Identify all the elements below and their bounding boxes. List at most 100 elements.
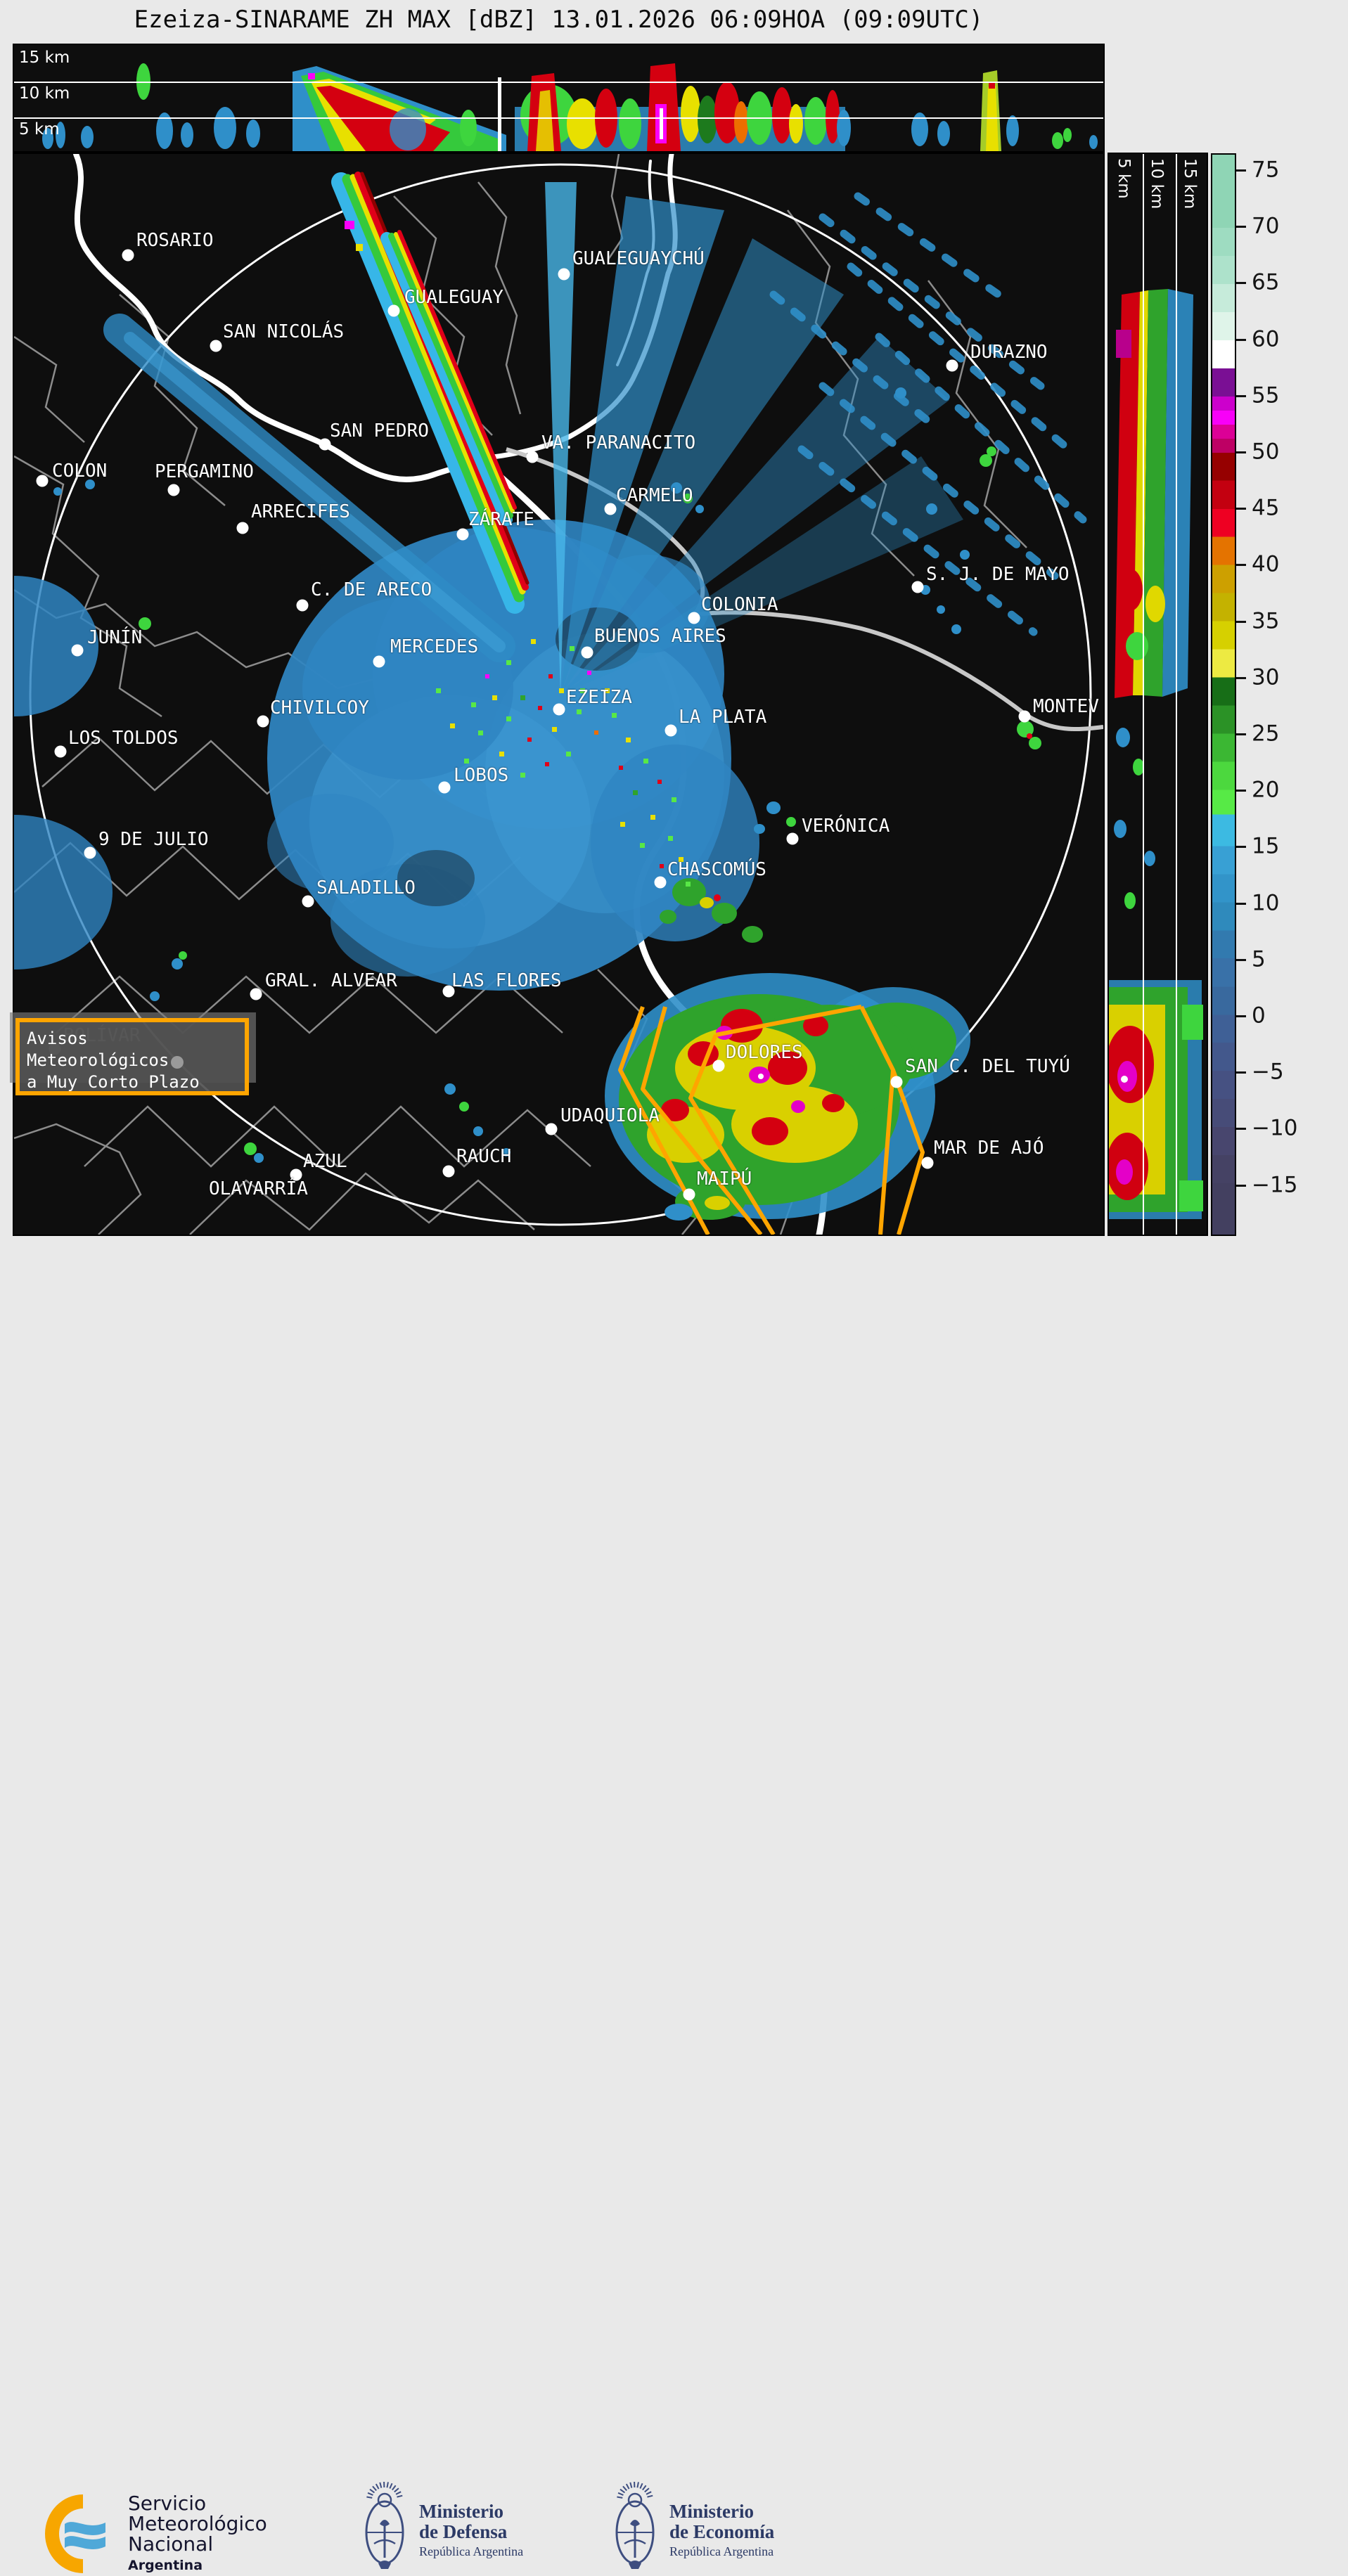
- top-panel-label-15km: 15 km: [19, 50, 70, 66]
- economia-line-2: de Economía: [669, 2522, 774, 2542]
- city-label-gral-alvear: GRAL. ALVEAR: [265, 972, 397, 990]
- city-dot-colonia: [688, 612, 700, 624]
- city-dot-san-c-del-tuy-: [891, 1076, 903, 1088]
- smn-line-3: Nacional: [128, 2534, 267, 2554]
- colorbar-tick: [1236, 903, 1246, 905]
- colorbar-tick-label: 10: [1252, 892, 1279, 914]
- colorbar-tick-label: 50: [1252, 442, 1279, 463]
- city-dot-ver-nica: [787, 833, 799, 845]
- colorbar-tick-label: 55: [1252, 385, 1279, 406]
- city-label-chivilcoy: CHIVILCOY: [270, 699, 369, 717]
- city-dot-lobos: [439, 782, 451, 794]
- economia-sub: República Argentina: [669, 2544, 774, 2559]
- city-dot-va-paranacito: [527, 451, 539, 463]
- colorbar-tick-label: 5: [1252, 948, 1266, 970]
- footer-logos: Servicio Meteorológico Nacional Argentin…: [0, 1236, 1348, 1342]
- colorbar-tick: [1236, 282, 1246, 284]
- colorbar-tick-label: −15: [1252, 1174, 1297, 1196]
- colorbar-tick: [1236, 846, 1246, 848]
- colorbar-tick: [1236, 790, 1246, 792]
- city-dot-los-toldos: [55, 746, 67, 758]
- city-label-jun-n: JUNÍN: [87, 629, 142, 647]
- colorbar-tick: [1236, 508, 1246, 510]
- city-label-san-pedro: SAN PEDRO: [330, 422, 429, 440]
- right-panel-5km-line: [1143, 154, 1144, 1235]
- top-panel-5km-line: [14, 117, 1103, 119]
- city-label-carmelo: CARMELO: [616, 487, 693, 505]
- colorbar-tick: [1236, 226, 1246, 228]
- city-dot-mar-de-aj-: [922, 1157, 934, 1169]
- city-label-arrecifes: ARRECIFES: [251, 503, 350, 521]
- colorbar-tick-label: 0: [1252, 1005, 1266, 1027]
- city-dot-saladillo: [302, 896, 314, 908]
- city-dot-c-de-areco: [297, 600, 309, 612]
- right-cross-section-echoes: [1109, 154, 1207, 1235]
- colorbar-tick: [1236, 1015, 1246, 1017]
- city-dot-chivilcoy: [257, 716, 269, 728]
- defensa-coat-of-arms-icon: [353, 2482, 416, 2573]
- city-label-chascom-s: CHASCOMÚS: [667, 861, 766, 879]
- city-dot-montev: [1019, 711, 1031, 723]
- city-label-gualeguaych-: GUALEGUAYCHÚ: [572, 250, 705, 268]
- city-dot-gualeguay: [388, 305, 400, 317]
- colorbar-tick-label: −5: [1252, 1062, 1284, 1083]
- city-label-azul: AZUL: [303, 1152, 347, 1171]
- defensa-line-2: de Defensa: [419, 2522, 523, 2542]
- colorbar-tick-label: 70: [1252, 216, 1279, 238]
- colorbar-tick: [1236, 1185, 1246, 1187]
- colorbar-tick-label: 30: [1252, 666, 1279, 688]
- colorbar-tick: [1236, 959, 1246, 961]
- city-label-los-toldos: LOS TOLDOS: [68, 729, 179, 747]
- colorbar-tick-label: 35: [1252, 610, 1279, 632]
- city-dot-colon: [37, 475, 49, 487]
- page-title: Ezeiza-SINARAME ZH MAX [dBZ] 13.01.2026 …: [13, 6, 1105, 34]
- city-dot-9-de-julio: [84, 847, 96, 859]
- colorbar-tick: [1236, 1071, 1246, 1074]
- colorbar-tick-label: −10: [1252, 1118, 1297, 1140]
- short-term-warnings-box[interactable]: Avisos Meteorológicos a Muy Corto Plazo: [15, 1018, 249, 1095]
- city-dot-rosario: [122, 250, 134, 262]
- right-cross-section-panel: 5 km 10 km 15 km: [1108, 153, 1208, 1236]
- colorbar-tick-label: 15: [1252, 836, 1279, 858]
- city-dot-arrecifes: [237, 522, 249, 534]
- smn-line-2: Meteorológico: [128, 2513, 267, 2534]
- colorbar-tick-label: 60: [1252, 328, 1279, 350]
- colorbar-tick: [1236, 621, 1246, 623]
- right-panel-label-10km: 10 km: [1148, 158, 1164, 209]
- city-dot-dolores: [713, 1060, 725, 1072]
- city-dot-chascom-s: [655, 877, 667, 889]
- colorbar-tick: [1236, 1128, 1246, 1130]
- colorbar-tick-label: 25: [1252, 723, 1279, 745]
- top-panel-10km-line: [14, 82, 1103, 83]
- defensa-sub: República Argentina: [419, 2544, 523, 2559]
- city-label-ezeiza: EZEIZA: [566, 688, 632, 707]
- city-label-buenos-aires: BUENOS AIRES: [594, 627, 726, 645]
- colorbar-tick: [1236, 733, 1246, 735]
- city-label-9-de-julio: 9 DE JULIO: [98, 830, 209, 849]
- right-panel-label-5km: 5 km: [1115, 158, 1131, 199]
- city-label-olavarr-a: OLAVARRÍA: [209, 1180, 308, 1198]
- defensa-text: Ministerio de Defensa República Argentin…: [419, 2501, 523, 2559]
- right-panel-label-15km: 15 km: [1181, 158, 1198, 209]
- city-dot-carmelo: [605, 503, 617, 515]
- city-label-va-paranacito: VA. PARANACITO: [541, 434, 695, 452]
- city-label-lobos: LOBOS: [454, 766, 508, 785]
- colorbar-tick: [1236, 395, 1246, 397]
- smn-wordmark: Servicio Meteorológico Nacional Argentin…: [128, 2493, 267, 2576]
- economia-text: Ministerio de Economía República Argenti…: [669, 2501, 774, 2559]
- city-label-rauch: RAUCH: [456, 1147, 511, 1166]
- city-dot-udaquiola: [546, 1123, 558, 1135]
- city-dot-pergamino: [168, 484, 180, 496]
- defensa-line-1: Ministerio: [419, 2501, 523, 2522]
- city-label-ver-nica: VERÓNICA: [802, 817, 890, 835]
- colorbar-tick: [1236, 677, 1246, 679]
- city-label-san-nicol-s: SAN NICOLÁS: [223, 323, 344, 341]
- dbz-colorbar: [1211, 153, 1236, 1236]
- smn-line-1: Servicio: [128, 2493, 267, 2513]
- city-label-pergamino: PERGAMINO: [155, 463, 254, 481]
- city-label-s-j-de-mayo: S. J. DE MAYO: [926, 565, 1070, 584]
- city-label-rosario: ROSARIO: [136, 231, 214, 250]
- warning-line-2: a Muy Corto Plazo: [27, 1071, 238, 1093]
- city-label-z-rate: ZÁRATE: [468, 510, 534, 529]
- city-label-gualeguay: GUALEGUAY: [404, 288, 503, 307]
